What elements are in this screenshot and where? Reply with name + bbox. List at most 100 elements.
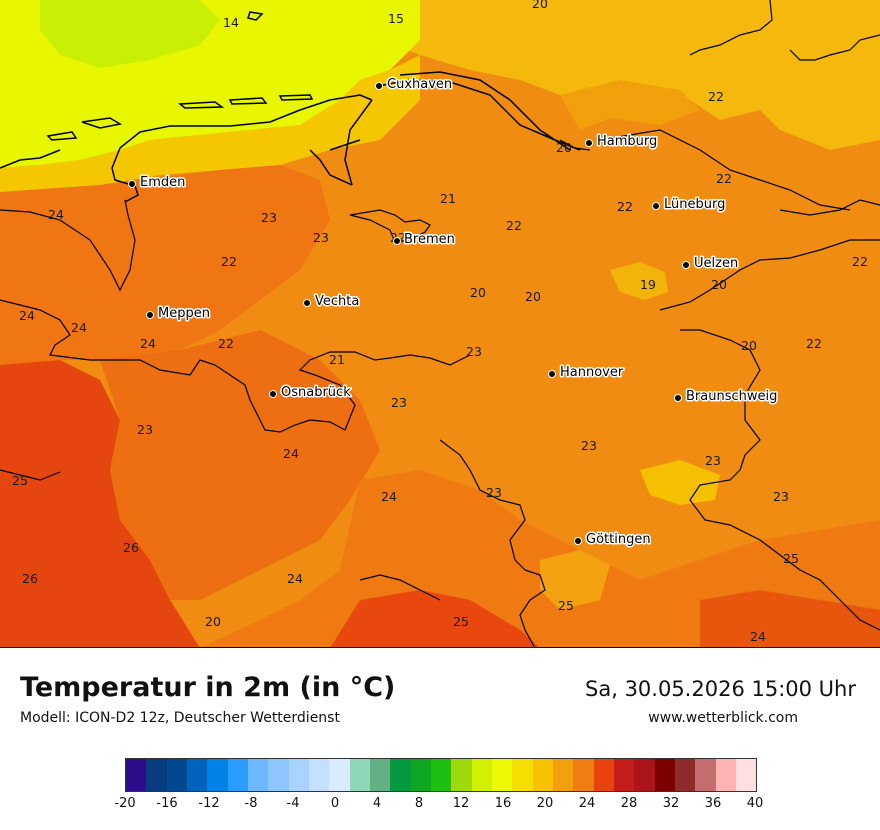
legend-color-swatch: [491, 759, 513, 791]
city-osnabrueck[interactable]: Osnabrück: [269, 384, 353, 402]
temp-value: 20: [711, 277, 727, 292]
temp-zone-24: [100, 330, 380, 600]
temp-value: 22: [221, 254, 237, 269]
city-dot: [682, 261, 690, 269]
legend-color-swatch: [593, 759, 614, 791]
legend-color-swatch: [613, 759, 635, 791]
legend-color-swatch: [207, 759, 228, 791]
city-dot: [574, 537, 582, 545]
temp-value: 22: [852, 254, 868, 269]
temp-value: 20: [525, 289, 541, 304]
legend-tick-label: -8: [244, 796, 258, 811]
temp-zone-25-south: [330, 590, 540, 648]
legend-color-swatch: [227, 759, 248, 791]
city-bremen[interactable]: Bremen: [393, 231, 456, 249]
temp-zone-20: [360, 0, 880, 150]
temp-value: 24: [48, 207, 64, 222]
legend-color-swatch: [349, 759, 370, 791]
legend-color-swatch: [634, 759, 655, 791]
temp-value: 20: [205, 614, 221, 629]
city-vechta[interactable]: Vechta: [303, 293, 361, 311]
city-name: Hannover: [560, 365, 624, 380]
temp-value: 25: [783, 551, 799, 566]
legend-tick-label: -12: [198, 796, 220, 811]
city-meppen[interactable]: Meppen: [146, 305, 211, 323]
temp-value: 23: [391, 395, 407, 410]
temp-zone-21: [560, 80, 700, 130]
temp-zone-23-west: [0, 165, 330, 365]
city-dot: [585, 139, 593, 147]
temp-value: 20: [556, 140, 572, 155]
city-dot: [146, 311, 154, 319]
temp-value: 23: [486, 485, 502, 500]
temp-spot-harz: [640, 460, 720, 505]
map-canvas: 14 15 20 22 20 22 22 21 24 23 23 22 22 2…: [0, 0, 880, 648]
temp-value: 24: [140, 336, 156, 351]
legend-color-swatch: [247, 759, 269, 791]
page-title: Temperatur in 2m (in °C): [20, 672, 396, 703]
legend-tick-label: -20: [114, 796, 136, 811]
temp-value: 21: [329, 352, 345, 367]
legend-tick-label: 36: [704, 796, 722, 811]
city-uelzen[interactable]: Uelzen: [682, 255, 740, 273]
temp-value: 22: [617, 199, 633, 214]
temp-value: 20: [470, 285, 486, 300]
legend-color-swatch: [146, 759, 167, 791]
legend-color-swatch: [735, 759, 757, 791]
legend-tick-label: 0: [330, 796, 340, 811]
temperature-values: 14 15 20 22 20 22 22 21 24 23 23 22 22 2…: [12, 0, 868, 644]
temp-value: 20: [532, 0, 548, 11]
legend-color-swatch: [451, 759, 472, 791]
city-name: Vechta: [315, 294, 359, 309]
footer: [0, 648, 880, 830]
city-markers: Cuxhaven Hamburg Emden Lüneburg Bremen U…: [128, 76, 779, 549]
legend-color-swatch: [410, 759, 431, 791]
city-emden[interactable]: Emden: [128, 174, 187, 192]
temp-value: 23: [466, 344, 482, 359]
temp-value: 24: [287, 571, 303, 586]
temp-value: 24: [283, 446, 299, 461]
city-dot: [128, 180, 136, 188]
city-goettingen[interactable]: Göttingen: [574, 531, 652, 549]
legend-color-swatch: [715, 759, 736, 791]
temp-value: 26: [22, 571, 38, 586]
temp-value: 23: [773, 489, 789, 504]
legend-color-swatch: [430, 759, 452, 791]
city-name: Uelzen: [694, 256, 738, 271]
city-name: Emden: [140, 175, 185, 190]
city-dot: [674, 394, 682, 402]
city-lueneburg[interactable]: Lüneburg: [652, 196, 727, 214]
temp-value: 22: [708, 89, 724, 104]
legend-color-swatch: [573, 759, 594, 791]
temp-value: 22: [716, 171, 732, 186]
city-dot: [652, 202, 660, 210]
temp-value: 19: [640, 277, 656, 292]
temp-value: 23: [581, 438, 597, 453]
legend-tick-label: 40: [746, 796, 764, 811]
website-link[interactable]: www.wetterblick.com: [648, 710, 798, 726]
legend-tick-label: 28: [620, 796, 638, 811]
legend-color-swatch: [126, 759, 147, 791]
model-credit: Modell: ICON-D2 12z, Deutscher Wetterdie…: [20, 710, 340, 726]
sea-zone-14: [40, 0, 220, 68]
temp-value: 15: [388, 11, 404, 26]
temp-value: 22: [506, 218, 522, 233]
legend-color-swatch: [288, 759, 309, 791]
island-borkum: [81, 117, 123, 129]
legend-color-swatch: [268, 759, 289, 791]
city-hannover[interactable]: Hannover: [548, 364, 625, 382]
city-hamburg[interactable]: Hamburg: [585, 133, 659, 151]
coastlines: [0, 11, 581, 203]
legend-tick-label: -4: [286, 796, 300, 811]
legend-color-swatch: [674, 759, 696, 791]
forecast-datetime: Sa, 30.05.2026 15:00 Uhr: [585, 677, 856, 701]
city-dot: [269, 390, 277, 398]
city-dot: [548, 370, 556, 378]
city-braunschweig[interactable]: Braunschweig: [674, 388, 779, 406]
legend-color-swatch: [186, 759, 208, 791]
legend-tick-label: 8: [414, 796, 424, 811]
temp-value: 23: [313, 230, 329, 245]
legend-color-swatch: [695, 759, 716, 791]
temp-value: 23: [137, 422, 153, 437]
city-cuxhaven[interactable]: Cuxhaven: [375, 76, 454, 94]
